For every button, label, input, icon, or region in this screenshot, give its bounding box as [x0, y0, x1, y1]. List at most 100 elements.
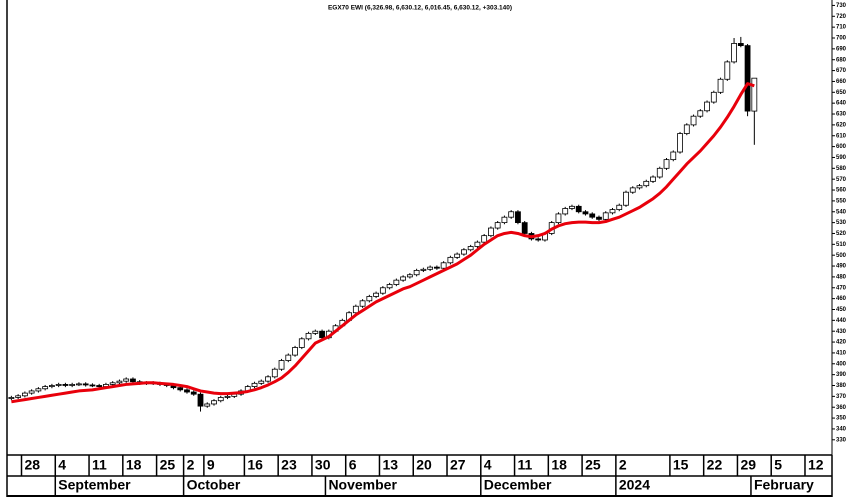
x-tick-label: 28: [25, 457, 41, 473]
candle-body: [413, 269, 420, 276]
candle-body: [352, 305, 359, 314]
y-tick-label: 4700: [836, 285, 846, 291]
y-tick-label: 5100: [836, 242, 846, 248]
candle-body: [643, 180, 650, 187]
x-tick-label: 4: [58, 457, 66, 473]
candle-body: [737, 43, 744, 47]
candle-body: [697, 110, 704, 117]
candle-body: [258, 380, 265, 384]
x-tick-label: 22: [707, 457, 723, 473]
y-tick-label: 7000: [836, 36, 846, 42]
candle-body: [690, 115, 697, 126]
candle-body: [359, 300, 366, 307]
candle-body: [616, 204, 623, 210]
month-label: October: [187, 477, 241, 493]
candle-body: [271, 368, 278, 378]
candle-body: [474, 241, 481, 247]
candle-body: [285, 354, 292, 361]
candle-body: [596, 216, 602, 220]
candle-body: [224, 395, 231, 398]
y-tick-label: 5800: [836, 166, 846, 172]
y-tick-label: 6800: [836, 57, 846, 63]
candle-body: [278, 360, 285, 370]
month-label: December: [484, 477, 552, 493]
y-tick-label: 6300: [836, 112, 846, 118]
candle-body: [609, 209, 616, 214]
y-tick-label: 6400: [836, 101, 846, 107]
y-tick-label: 7300: [836, 3, 846, 9]
candle-body: [116, 380, 123, 384]
candle-body: [49, 385, 55, 387]
candle-body: [366, 296, 373, 302]
candle-body: [184, 389, 190, 393]
y-tick-label: 4300: [836, 329, 846, 335]
y-tick-label: 3500: [836, 416, 846, 422]
candle-body: [35, 388, 42, 392]
candle-body: [710, 91, 717, 103]
y-tick-label: 4800: [836, 274, 846, 280]
candle-body: [62, 384, 69, 386]
y-tick-label: 4400: [836, 318, 846, 324]
y-tick-label: 4200: [836, 340, 846, 346]
moving-average: [11, 82, 755, 404]
x-tick-label: 18: [551, 457, 567, 473]
y-tick-label: 4500: [836, 307, 846, 313]
candle-body: [751, 77, 758, 112]
y-tick-label: 4000: [836, 361, 846, 367]
candle-body: [96, 385, 103, 387]
candle-body: [109, 382, 116, 385]
candle-body: [488, 227, 494, 237]
candle-body: [717, 78, 724, 93]
candle-body: [28, 390, 35, 394]
candle-body: [292, 347, 298, 356]
x-tick-label: 9: [207, 457, 215, 473]
candle-body: [494, 222, 501, 229]
x-tick-label: 13: [382, 457, 398, 473]
candle-body: [217, 397, 224, 402]
candle-body: [724, 61, 731, 80]
chart-title: EGX70 EWI (6,326.98, 6,630.12, 6,016.45,…: [328, 5, 512, 12]
x-tick-label: 5: [774, 457, 782, 473]
candle-body: [312, 330, 319, 334]
candle-body: [704, 101, 710, 112]
x-tick-label: 2: [187, 457, 195, 473]
y-tick-label: 4600: [836, 296, 846, 302]
candle-body: [204, 403, 211, 407]
candle-body: [467, 246, 474, 251]
candle-body: [501, 216, 508, 224]
candle-body: [190, 391, 197, 395]
candle-body: [562, 208, 569, 215]
month-label: November: [328, 477, 397, 493]
y-tick-label: 5600: [836, 188, 846, 194]
candle-body: [42, 386, 49, 390]
candle-body: [373, 292, 379, 297]
candle-body: [15, 395, 22, 398]
candle-body: [427, 266, 434, 270]
x-tick-label: 2: [619, 457, 627, 473]
candle-body: [650, 176, 656, 182]
y-tick-label: 5900: [836, 155, 846, 161]
candle-body: [251, 382, 258, 387]
candle-body: [89, 384, 96, 387]
y-tick-label: 5700: [836, 177, 846, 183]
y-tick-label: 5400: [836, 209, 846, 215]
candle-body: [433, 266, 440, 269]
candle-body: [319, 330, 325, 339]
y-tick-label: 3900: [836, 372, 846, 378]
x-tick-label: 12: [808, 457, 824, 473]
candle-body: [130, 378, 136, 383]
candle-body: [177, 387, 184, 391]
x-tick-label: 29: [740, 457, 756, 473]
candle-body: [265, 376, 271, 382]
x-tick-label: 16: [247, 457, 263, 473]
y-tick-label: 5300: [836, 220, 846, 226]
candle-body: [69, 384, 76, 386]
y-tick-label: 3800: [836, 383, 846, 389]
y-tick-label: 5200: [836, 231, 846, 237]
x-tick-label: 4: [484, 457, 492, 473]
y-tick-label: 4900: [836, 264, 846, 270]
candle-body: [569, 205, 575, 209]
x-tick-label: 18: [126, 457, 142, 473]
